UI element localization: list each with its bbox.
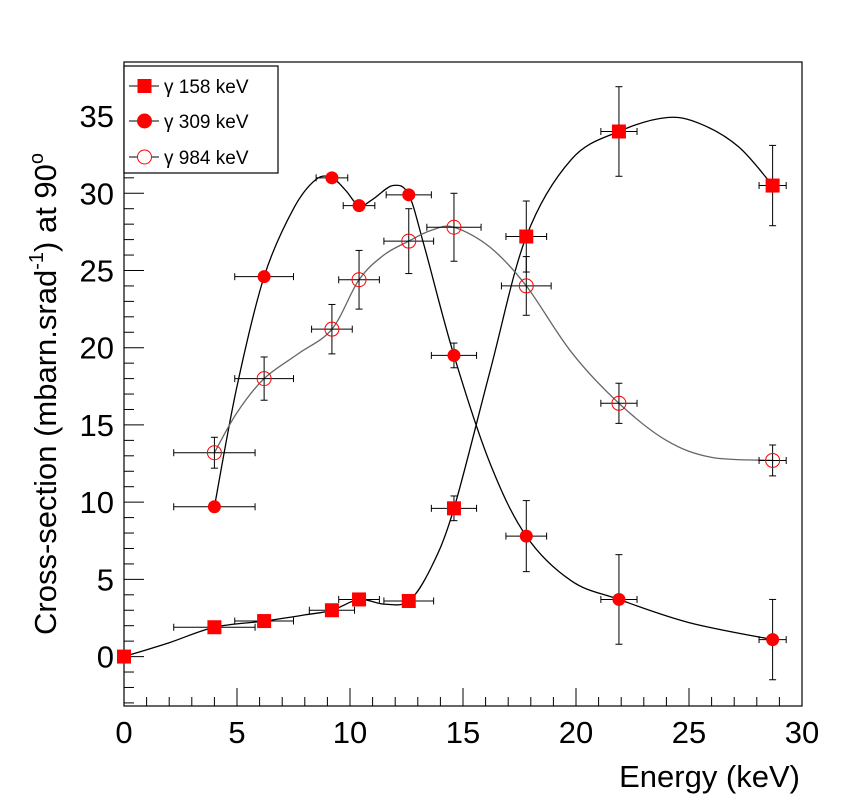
data-point-158	[207, 620, 222, 635]
data-point-984	[446, 219, 462, 235]
data-point-309	[612, 592, 626, 606]
legend-entry-984: γ 984 keV	[129, 148, 249, 169]
data-point-309	[519, 529, 533, 543]
data-point-158	[257, 614, 272, 629]
error-bar	[426, 192, 482, 262]
data-point-984	[765, 452, 781, 468]
x-tick-label: 0	[115, 715, 132, 750]
data-point-158	[401, 593, 416, 608]
x-tick-label: 20	[559, 715, 593, 750]
legend-marker-open-circle	[137, 149, 152, 165]
data-point-309	[402, 188, 416, 202]
data-point-984	[351, 272, 367, 288]
data-point-309	[257, 270, 271, 284]
data-point-158	[324, 603, 339, 618]
y-axis-title-degree: o	[26, 153, 48, 164]
y-axis-title-tail: ) at 90	[28, 164, 63, 252]
data-point-158	[765, 178, 780, 193]
data-point-984	[256, 371, 272, 387]
data-point-158	[519, 229, 534, 244]
error-bars	[173, 86, 787, 681]
legend-marker-filled-circle	[137, 113, 152, 129]
legend-label-984: γ 984 keV	[164, 148, 249, 169]
fit-curves	[123, 116, 774, 658]
error-bar	[311, 303, 353, 355]
y-tick-label: 15	[80, 408, 114, 443]
error-bar	[758, 444, 787, 477]
y-axis-title-superscript: -1	[26, 252, 48, 270]
legend-entry-309: γ 309 keV	[129, 112, 249, 133]
y-tick-label: 0	[97, 640, 114, 675]
x-tick-label: 15	[446, 715, 480, 750]
fit-curve-series-2	[213, 225, 773, 462]
data-point-309	[207, 500, 221, 514]
data-point-309	[325, 171, 339, 185]
data-point-984	[324, 321, 340, 337]
x-tick-label: 5	[228, 715, 245, 750]
fit-curve-series-0	[123, 116, 774, 658]
error-bar	[173, 436, 256, 469]
fit-curve-series-1	[213, 175, 773, 641]
data-point-158	[352, 592, 367, 607]
error-bar	[338, 249, 380, 310]
y-axis-title-main: Cross-section (mbarn.srad	[28, 270, 63, 635]
y-tick-label: 5	[97, 562, 114, 597]
data-point-158	[446, 501, 461, 516]
data-point-309	[766, 633, 780, 647]
error-bar	[500, 256, 552, 316]
y-axis: 0 5 10 15 20 25 30 35	[80, 69, 144, 704]
error-bar	[600, 382, 638, 424]
legend-entry-158: γ 158 keV	[129, 77, 249, 98]
x-axis: 0 5 10 15 20 25 30	[115, 688, 819, 750]
legend-label-158: γ 158 keV	[164, 77, 249, 98]
y-tick-label: 20	[80, 331, 114, 366]
data-point-309	[352, 199, 366, 213]
legend-label-309: γ 309 keV	[164, 112, 249, 133]
error-bar	[383, 208, 435, 275]
y-tick-label: 35	[80, 99, 114, 134]
data-point-309	[447, 348, 461, 362]
x-axis-title: Energy (keV)	[619, 759, 800, 794]
x-tick-label: 30	[785, 715, 819, 750]
y-axis-title: Cross-section (mbarn.srad-1) at 90o	[26, 153, 63, 635]
x-tick-label: 10	[333, 715, 367, 750]
data-point-984	[611, 395, 627, 411]
data-point-984	[518, 278, 534, 294]
x-tick-label: 25	[672, 715, 706, 750]
legend: γ 158 keV γ 309 keV γ 984 keV	[123, 65, 279, 174]
y-tick-label: 30	[80, 176, 114, 211]
error-bar	[234, 356, 294, 401]
data-point-984	[401, 233, 417, 249]
data-point-984	[206, 445, 222, 461]
y-tick-label: 10	[80, 485, 114, 520]
y-tick-label: 25	[80, 253, 114, 288]
data-point-158	[117, 649, 131, 664]
data-markers	[117, 124, 781, 664]
data-point-158	[611, 124, 626, 139]
legend-marker-square	[137, 79, 152, 93]
